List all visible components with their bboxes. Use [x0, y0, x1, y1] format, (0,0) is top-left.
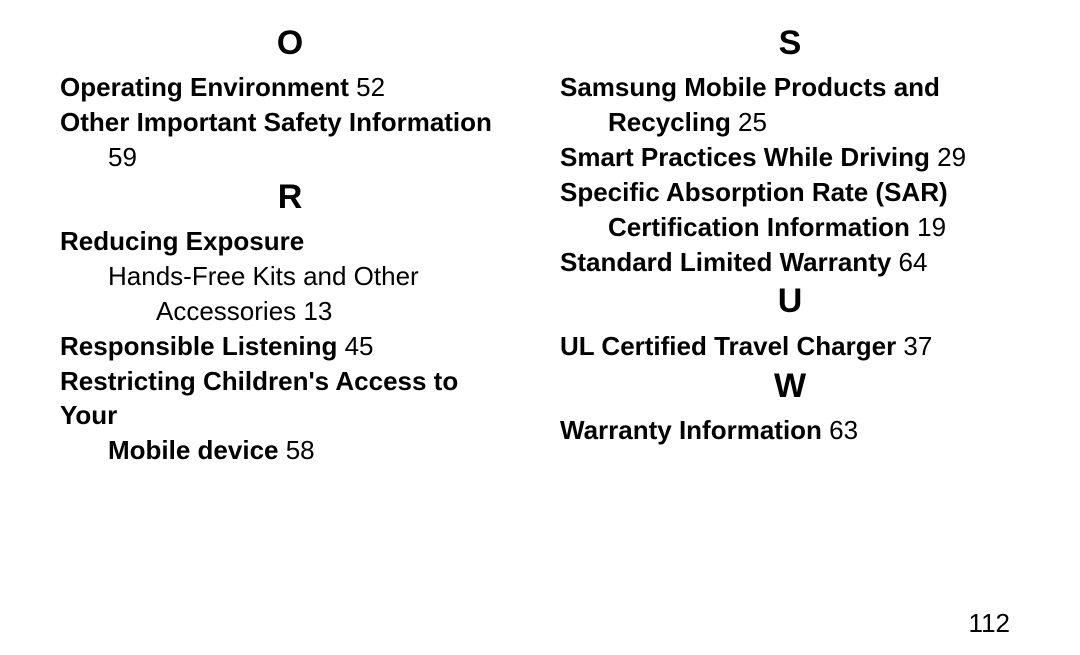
page-number: 112: [969, 608, 1010, 639]
label-sar-l2: Certification Information: [608, 212, 910, 242]
section-letter-o: O: [60, 25, 520, 62]
entry-samsung-recycling-line2: Recycling 25: [560, 105, 1020, 140]
label-mobile-device: Mobile device: [108, 435, 279, 465]
section-letter-s: S: [560, 25, 1020, 62]
label-ul-charger: UL Certified Travel Charger: [560, 331, 896, 361]
entry-accessories: Accessories 13: [60, 294, 520, 329]
entry-sar-line1: Specific Absorption Rate (SAR): [560, 175, 1020, 210]
page-operating-environment: 52: [349, 72, 385, 102]
section-letter-u: U: [560, 283, 1020, 320]
page-other-safety: 59: [108, 142, 137, 172]
left-column: O Operating Environment 52 Other Importa…: [60, 25, 520, 468]
label-restrict-children: Restricting Children's Access to Your: [60, 366, 458, 431]
entry-restrict-children-line1: Restricting Children's Access to Your: [60, 364, 520, 434]
page-ul-charger: 37: [896, 331, 932, 361]
page-accessories: 13: [296, 296, 332, 326]
entry-hands-free: Hands-Free Kits and Other: [60, 259, 520, 294]
label-other-safety: Other Important Safety Information: [60, 107, 492, 137]
label-operating-environment: Operating Environment: [60, 72, 349, 102]
index-page: O Operating Environment 52 Other Importa…: [0, 0, 1080, 655]
label-responsible-listening: Responsible Listening: [60, 331, 337, 361]
section-letter-r: R: [60, 179, 520, 216]
page-standard-warranty: 64: [891, 247, 927, 277]
columns: O Operating Environment 52 Other Importa…: [60, 25, 1020, 468]
label-hands-free: Hands-Free Kits and Other: [108, 261, 419, 291]
entry-other-safety-line1: Other Important Safety Information: [60, 105, 520, 140]
page-mobile-device: 58: [279, 435, 315, 465]
entry-responsible-listening: Responsible Listening 45: [60, 329, 520, 364]
label-samsung-recycling-l1: Samsung Mobile Products and: [560, 72, 940, 102]
entry-operating-environment: Operating Environment 52: [60, 70, 520, 105]
page-smart-practices: 29: [930, 142, 966, 172]
entry-standard-warranty: Standard Limited Warranty 64: [560, 245, 1020, 280]
label-smart-practices: Smart Practices While Driving: [560, 142, 930, 172]
entry-restrict-children-line2: Mobile device 58: [60, 433, 520, 468]
entry-samsung-recycling-line1: Samsung Mobile Products and: [560, 70, 1020, 105]
page-samsung-recycling: 25: [731, 107, 767, 137]
section-letter-w: W: [560, 368, 1020, 405]
label-samsung-recycling-l2: Recycling: [608, 107, 731, 137]
page-sar: 19: [910, 212, 946, 242]
right-column: S Samsung Mobile Products and Recycling …: [560, 25, 1020, 468]
page-responsible-listening: 45: [337, 331, 373, 361]
label-reducing-exposure: Reducing Exposure: [60, 226, 304, 256]
label-warranty-info: Warranty Information: [560, 415, 822, 445]
entry-reducing-exposure: Reducing Exposure: [60, 224, 520, 259]
label-accessories: Accessories: [156, 296, 296, 326]
entry-other-safety-line2: 59: [60, 140, 520, 175]
entry-ul-charger: UL Certified Travel Charger 37: [560, 329, 1020, 364]
entry-warranty-info: Warranty Information 63: [560, 413, 1020, 448]
entry-smart-practices: Smart Practices While Driving 29: [560, 140, 1020, 175]
label-sar-l1: Specific Absorption Rate (SAR): [560, 177, 948, 207]
page-warranty-info: 63: [822, 415, 858, 445]
entry-sar-line2: Certification Information 19: [560, 210, 1020, 245]
label-standard-warranty: Standard Limited Warranty: [560, 247, 891, 277]
